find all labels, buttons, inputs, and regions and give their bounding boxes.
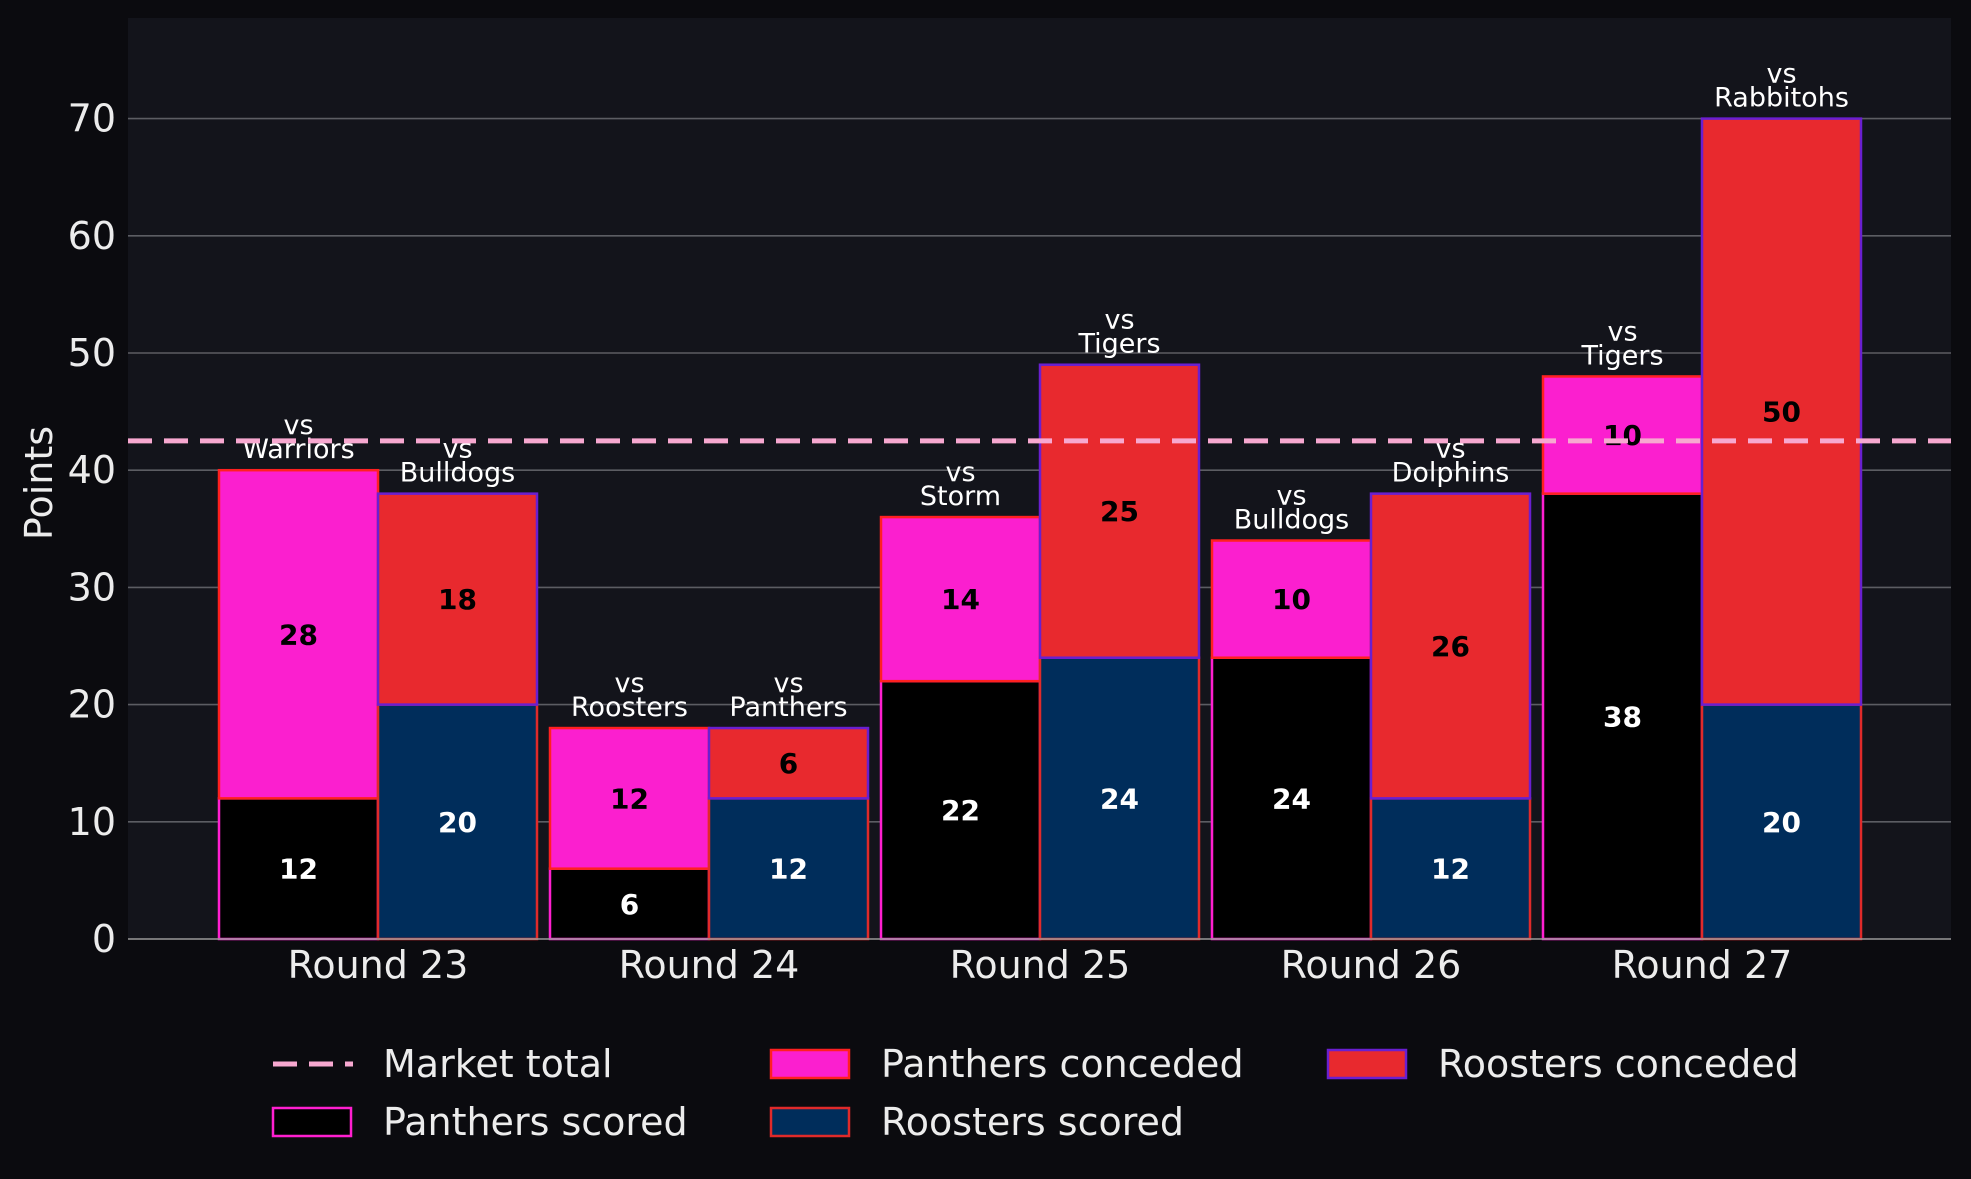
data-label: 20 [1762, 806, 1801, 839]
opponent-annotation: Dolphins [1392, 458, 1510, 489]
data-label: 12 [1431, 853, 1470, 886]
bar-segment [1541, 375, 1704, 495]
legend-marker [1326, 1048, 1408, 1080]
bar-segment [1369, 797, 1532, 941]
data-label: 6 [620, 888, 639, 921]
opponent-annotation: Rabbitohs [1714, 83, 1849, 114]
data-label: 10 [1603, 419, 1642, 452]
bar-segment [1541, 492, 1704, 941]
legend-label: Market total [383, 1042, 613, 1086]
data-label: 24 [1100, 782, 1139, 815]
opponent-annotation: vs [945, 457, 975, 488]
y-axis: 0 10 20 30 40 50 60 70 [68, 97, 116, 961]
data-label: 26 [1431, 630, 1470, 663]
opponent-annotation: Roosters [571, 692, 688, 723]
data-label: 38 [1603, 700, 1642, 733]
opponent-annotation: vs [773, 668, 803, 699]
data-label: 22 [941, 794, 980, 827]
data-label: 6 [779, 747, 798, 780]
legend-marker [769, 1048, 851, 1080]
opponent-annotation: vs [1766, 59, 1796, 90]
opponent-annotation: Bulldogs [400, 458, 516, 489]
y-tick-label: 70 [68, 97, 116, 141]
data-label: 12 [279, 853, 318, 886]
data-label: 10 [1272, 583, 1311, 616]
legend: Market total Panthers scored Panthers conc… [271, 1042, 1799, 1144]
opponent-annotation: Storm [920, 481, 1001, 512]
legend-label: Roosters conceded [1438, 1042, 1799, 1086]
y-tick-label: 0 [92, 917, 116, 961]
legend-label: Panthers scored [383, 1100, 688, 1144]
bar-segment [707, 797, 870, 941]
bar-segment [548, 726, 711, 870]
y-tick-label: 40 [68, 448, 116, 492]
bar-segment [548, 867, 711, 941]
y-tick-label: 30 [68, 565, 116, 609]
y-axis-label: Points [17, 426, 61, 540]
bar-segment [376, 703, 539, 941]
bar-segment [879, 515, 1042, 683]
data-label: 25 [1100, 495, 1139, 528]
x-tick-label: Round 24 [619, 943, 800, 987]
data-label: 12 [610, 782, 649, 815]
bar-segment [1038, 656, 1201, 941]
bar-segment [1369, 492, 1532, 800]
data-label: 24 [1272, 782, 1311, 815]
y-tick-label: 20 [68, 683, 116, 727]
x-axis: Round 23 Round 24 Round 25 Round 26 Round 27 [288, 943, 1793, 987]
opponent-annotation: vs [283, 410, 313, 441]
opponent-annotation: Panthers [729, 692, 847, 723]
legend-label: Roosters scored [881, 1100, 1184, 1144]
data-label: 12 [769, 853, 808, 886]
data-label: 50 [1762, 396, 1801, 429]
opponent-annotation: vs [614, 668, 644, 699]
x-tick-label: Round 25 [950, 943, 1131, 987]
bar-segment [1038, 363, 1201, 659]
x-tick-label: Round 26 [1281, 943, 1462, 987]
x-tick-label: Round 27 [1612, 943, 1793, 987]
data-label: 20 [438, 806, 477, 839]
bar-segment [1700, 117, 1863, 706]
opponent-annotation: vs [1276, 481, 1306, 512]
opponent-annotation: vs [1607, 316, 1637, 347]
opponent-annotation: Tigers [1077, 329, 1160, 360]
data-label: 28 [279, 618, 318, 651]
opponent-annotation: Warriors [242, 434, 354, 465]
opponent-annotation: Bulldogs [1234, 505, 1350, 536]
legend-marker [769, 1106, 851, 1138]
bar-segment [707, 726, 870, 800]
opponent-annotation: Tigers [1580, 340, 1663, 371]
data-label: 18 [438, 583, 477, 616]
y-tick-label: 50 [68, 331, 116, 375]
bar-segment [376, 492, 539, 706]
y-tick-label: 60 [68, 214, 116, 258]
bar-segment [217, 468, 380, 800]
legend-label: Panthers conceded [881, 1042, 1244, 1086]
data-label: 14 [941, 583, 980, 616]
x-tick-label: Round 23 [288, 943, 469, 987]
bars: 1228vsWarriors2018vsBulldogs612vsRooster… [217, 59, 1863, 941]
y-tick-label: 10 [68, 800, 116, 844]
bar-segment [1210, 656, 1373, 941]
bar-segment [879, 679, 1042, 941]
legend-marker [271, 1106, 353, 1138]
opponent-annotation: vs [1104, 305, 1134, 336]
